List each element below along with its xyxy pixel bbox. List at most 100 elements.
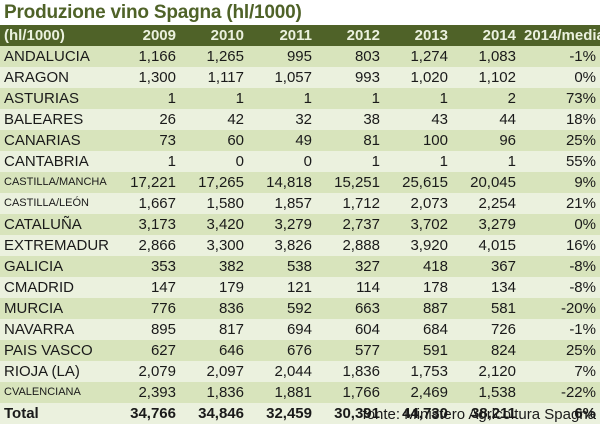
- production-value-cell: 49: [295, 132, 312, 149]
- change-vs-media-cell: 0%: [574, 69, 596, 86]
- production-value-cell: 1,881: [274, 384, 312, 401]
- production-value-cell: 1,836: [342, 363, 380, 380]
- production-value-cell: 1,580: [206, 195, 244, 212]
- production-value-cell: 0: [303, 153, 312, 170]
- table-title: Produzione vino Spagna (hl/1000): [0, 0, 600, 25]
- header-year-2010: 2010: [180, 25, 248, 46]
- production-value-cell: 676: [286, 342, 312, 359]
- production-value-cell: 836: [218, 300, 244, 317]
- production-value-cell: 20,045: [470, 174, 516, 191]
- production-value-cell: 147: [150, 279, 176, 296]
- total-value-cell: 6%: [520, 403, 600, 424]
- production-value-cell: 25,615: [402, 174, 448, 191]
- production-value-cell: 592: [286, 300, 312, 317]
- production-value-cell: 60: [227, 132, 244, 149]
- production-value-cell: 3,702: [410, 216, 448, 233]
- production-value-cell: 3,826: [274, 237, 312, 254]
- region-name: CMADRID: [4, 279, 74, 296]
- header-year-2011: 2011: [248, 25, 316, 46]
- change-vs-media-cell: 18%: [565, 111, 596, 128]
- production-value-cell: 1: [371, 153, 380, 170]
- production-value-cell: 1: [235, 90, 244, 107]
- total-value-cell: 30,391: [316, 403, 384, 424]
- production-value-cell: 3,920: [410, 237, 448, 254]
- production-value-cell: 2,097: [206, 363, 244, 380]
- production-value-cell: 2: [507, 90, 516, 107]
- header-year-2009: 2009: [112, 25, 180, 46]
- production-value-cell: 2,866: [138, 237, 176, 254]
- production-value-cell: 43: [431, 111, 448, 128]
- production-value-cell: 538: [286, 258, 312, 275]
- production-value-cell: 14,818: [266, 174, 312, 191]
- production-value-cell: 418: [422, 258, 448, 275]
- production-value-cell: 179: [218, 279, 244, 296]
- region-name: ANDALUCIA: [4, 48, 90, 65]
- region-name: CANTABRIA: [4, 153, 89, 170]
- table-row: CANARIAS 73 60 49 81 100 96 25%: [0, 130, 600, 151]
- table-row: EXTREMADUR 2,866 3,300 3,826 2,888 3,920 4,015…: [0, 235, 600, 256]
- change-vs-media-cell: -22%: [560, 384, 596, 401]
- change-vs-media-cell: 25%: [565, 342, 596, 359]
- production-value-cell: 134: [490, 279, 516, 296]
- production-value-cell: 367: [490, 258, 516, 275]
- change-vs-media-cell: 73%: [565, 90, 596, 107]
- region-name: CASTILLA/LEÓN: [4, 197, 89, 209]
- change-vs-media-cell: 55%: [565, 153, 596, 170]
- header-year-2012: 2012: [316, 25, 384, 46]
- production-value-cell: 353: [150, 258, 176, 275]
- production-value-cell: 1,836: [206, 384, 244, 401]
- production-value-cell: 2,737: [342, 216, 380, 233]
- region-name: CANARIAS: [4, 132, 81, 149]
- production-value-cell: 887: [422, 300, 448, 317]
- production-value-cell: 1,274: [410, 48, 448, 65]
- table-row: PAIS VASCO 627 646 676 577 591 824 25%: [0, 340, 600, 361]
- table-row: CASTILLA/MANCHA 17,221 17,265 14,818 15,251 2…: [0, 172, 600, 193]
- change-vs-media-cell: 21%: [565, 195, 596, 212]
- total-row: Total 34,766 34,846 32,459 30,391 44,730 38,21…: [0, 403, 600, 424]
- change-vs-media-cell: 7%: [574, 363, 596, 380]
- production-value-cell: 327: [354, 258, 380, 275]
- table-row: ARAGON 1,300 1,117 1,057 993 1,020 1,102 0%: [0, 67, 600, 88]
- production-value-cell: 694: [286, 321, 312, 338]
- production-value-cell: 1: [439, 90, 448, 107]
- production-value-cell: 2,888: [342, 237, 380, 254]
- production-value-cell: 1,265: [206, 48, 244, 65]
- total-value-cell: 34,846: [180, 403, 248, 424]
- production-value-cell: 38: [363, 111, 380, 128]
- header-year-2013: 2013: [384, 25, 452, 46]
- change-vs-media-cell: -1%: [569, 321, 596, 338]
- region-name: CASTILLA/MANCHA: [4, 176, 107, 188]
- region-name: ASTURIAS: [4, 90, 80, 107]
- production-value-cell: 2,044: [274, 363, 312, 380]
- production-value-cell: 3,279: [274, 216, 312, 233]
- region-name: EXTREMADUR: [4, 237, 110, 254]
- production-value-cell: 1,300: [138, 69, 176, 86]
- wine-production-table: (hl/1000) 2009 2010 2011 2012 2013 2014 2014/me…: [0, 25, 600, 424]
- production-value-cell: 3,420: [206, 216, 244, 233]
- source-note: fonte: Ministero Agricoltura Spagna: [362, 406, 596, 423]
- production-value-cell: 1: [167, 153, 176, 170]
- production-value-cell: 1,117: [207, 69, 244, 86]
- table-row: ASTURIAS 1 1 1 1 1 2 73%: [0, 88, 600, 109]
- region-name: NAVARRA: [4, 321, 75, 338]
- production-value-cell: 995: [286, 48, 312, 65]
- production-value-cell: 1: [439, 153, 448, 170]
- region-name: BALEARES: [4, 111, 84, 128]
- change-vs-media-cell: 25%: [565, 132, 596, 149]
- production-value-cell: 824: [490, 342, 516, 359]
- production-value-cell: 1,712: [342, 195, 380, 212]
- table-row: GALICIA 353 382 538 327 418 367 -8%: [0, 256, 600, 277]
- region-name: GALICIA: [4, 258, 64, 275]
- total-value-cell: 38,211: [452, 403, 520, 424]
- production-value-cell: 726: [490, 321, 516, 338]
- production-value-cell: 4,015: [478, 237, 516, 254]
- production-value-cell: 2,079: [138, 363, 176, 380]
- production-value-cell: 803: [354, 48, 380, 65]
- table-row: CVALENCIANA 2,393 1,836 1,881 1,766 2,469 1,53…: [0, 382, 600, 403]
- production-value-cell: 1,057: [274, 69, 312, 86]
- region-name: ARAGON: [4, 69, 70, 86]
- change-vs-media-cell: -20%: [560, 300, 596, 317]
- total-label: Total: [0, 403, 112, 424]
- table-row: ANDALUCIA 1,166 1,265 995 803 1,274 1,083 -1%: [0, 46, 600, 67]
- production-value-cell: 684: [422, 321, 448, 338]
